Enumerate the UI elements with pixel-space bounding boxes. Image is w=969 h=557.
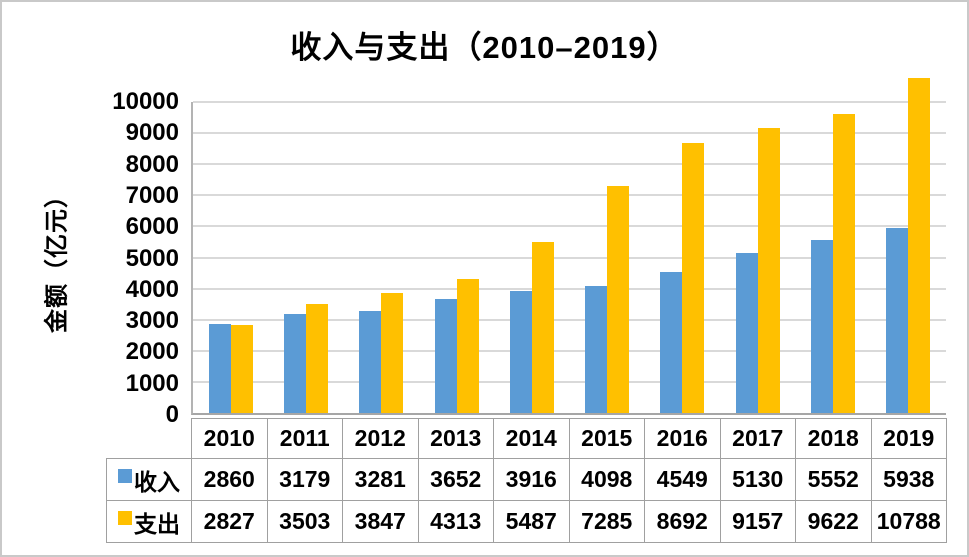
bar-groups: [193, 77, 946, 413]
income-bar-2018: [811, 240, 834, 413]
expense-legend-cell: 支出: [106, 500, 192, 543]
income-legend-cell: 收入: [106, 458, 192, 501]
y-tick-label: 9000: [125, 119, 179, 147]
expense-value-2015: 7285: [568, 500, 645, 543]
income-value-2017: 5130: [719, 458, 796, 501]
expense-value-2011: 3503: [266, 500, 343, 543]
expense-bar-2015: [607, 186, 630, 413]
year-cell-2018: 2018: [795, 418, 872, 459]
y-tick-label: 6000: [125, 213, 179, 241]
gridline: [193, 318, 946, 321]
year-cell-2017: 2017: [719, 418, 796, 459]
expense-row: 支出 2827 3503 3847 4313 5487 7285 8692 9157 9622 10…: [106, 500, 947, 543]
y-tick-label: 0: [165, 401, 179, 428]
bar-group-2012: [344, 102, 419, 413]
income-legend-swatch-icon: [118, 468, 132, 483]
expense-bar-2012: [381, 293, 404, 413]
chart-title: 收入与支出（2010–2019）: [290, 30, 679, 65]
year-cell-2014: 2014: [493, 418, 570, 459]
expense-value-2013: 4313: [417, 500, 494, 543]
bar-group-2018: [795, 102, 870, 413]
expense-bar-2010: [230, 325, 253, 413]
expense-value-2019: 10788: [870, 500, 947, 543]
year-cell-2013: 2013: [417, 418, 494, 459]
bar-group-2014: [494, 102, 569, 413]
bar-group-2011: [268, 102, 343, 413]
bar-group-2019: [871, 77, 946, 413]
income-bar-2016: [660, 271, 683, 413]
year-cell-2010: 2010: [191, 418, 268, 459]
income-bar-2011: [283, 314, 306, 413]
expense-bar-2011: [305, 304, 328, 413]
gridline: [193, 163, 946, 166]
bar-group-2013: [419, 102, 494, 413]
y-axis-title: 金额（亿元）: [43, 183, 71, 333]
year-cell-2015: 2015: [568, 418, 645, 459]
expense-value-2012: 3847: [342, 500, 419, 543]
bar-group-2015: [569, 102, 644, 413]
income-bar-2012: [359, 310, 382, 413]
expense-value-2010: 2827: [191, 500, 268, 543]
bar-group-2017: [720, 102, 795, 413]
income-bar-2013: [434, 299, 457, 413]
expense-bar-2018: [833, 113, 856, 413]
expense-legend-swatch-icon: [118, 510, 132, 525]
income-value-2019: 5938: [870, 458, 947, 501]
y-tick-label: 3000: [125, 307, 179, 335]
year-cell-2019: 2019: [870, 418, 947, 459]
y-tick-label: 2000: [125, 338, 179, 366]
y-axis-ticks: 0 1000 2000 3000 4000 5000 6000 7000 8000 9000 100…: [88, 88, 179, 428]
income-value-2012: 3281: [342, 458, 419, 501]
gridline: [193, 101, 946, 103]
expense-value-2014: 5487: [493, 500, 570, 543]
income-value-2013: 3652: [417, 458, 494, 501]
bar-group-2016: [645, 102, 720, 413]
y-tick-label: 1000: [125, 369, 179, 397]
gridline: [193, 225, 946, 228]
expense-bar-2013: [456, 278, 479, 413]
y-tick-label: 4000: [125, 275, 179, 303]
income-value-2014: 3916: [493, 458, 570, 501]
income-value-2011: 3179: [266, 458, 343, 501]
gridline: [193, 287, 946, 290]
expense-value-2017: 9157: [719, 500, 796, 543]
table-corner-spacer: [107, 419, 192, 459]
income-bar-2019: [886, 228, 909, 413]
expense-bar-2014: [531, 242, 554, 413]
income-bar-2015: [585, 285, 608, 413]
gridline: [193, 256, 946, 259]
expense-legend-label: 支出: [134, 510, 180, 537]
income-value-2016: 4549: [644, 458, 721, 501]
year-cell-2016: 2016: [644, 418, 721, 459]
data-table: 2010 2011 2012 2013 2014 2015 2016 2017 2018 2019…: [106, 418, 947, 543]
gridline: [193, 349, 946, 352]
income-bar-2017: [735, 253, 758, 413]
gridline: [193, 380, 946, 383]
expense-value-2016: 8692: [644, 500, 721, 543]
income-row: 收入 2860 3179 3281 3652 3916 4098 4549 5130 5552 59…: [106, 458, 947, 501]
year-header-row: 2010 2011 2012 2013 2014 2015 2016 2017 2018 2019: [107, 418, 947, 459]
bar-group-2010: [193, 102, 268, 413]
y-tick-label: 7000: [125, 181, 179, 209]
y-tick-label: 10000: [112, 88, 179, 115]
expense-bar-2017: [757, 128, 780, 413]
income-value-2010: 2860: [191, 458, 268, 501]
income-legend-label: 收入: [134, 468, 180, 495]
plot-area: [191, 77, 946, 415]
y-tick-label: 5000: [125, 244, 179, 272]
income-bar-2014: [509, 291, 532, 413]
expense-bar-2016: [682, 142, 705, 413]
expense-value-2018: 9622: [795, 500, 872, 543]
income-bar-2010: [208, 324, 231, 413]
gridline: [193, 194, 946, 197]
year-cell-2012: 2012: [342, 418, 419, 459]
expense-bar-2019: [908, 77, 931, 413]
y-tick-label: 8000: [125, 150, 179, 178]
gridline: [193, 132, 946, 135]
income-value-2018: 5552: [795, 458, 872, 501]
year-cell-2011: 2011: [266, 418, 343, 459]
income-value-2015: 4098: [568, 458, 645, 501]
